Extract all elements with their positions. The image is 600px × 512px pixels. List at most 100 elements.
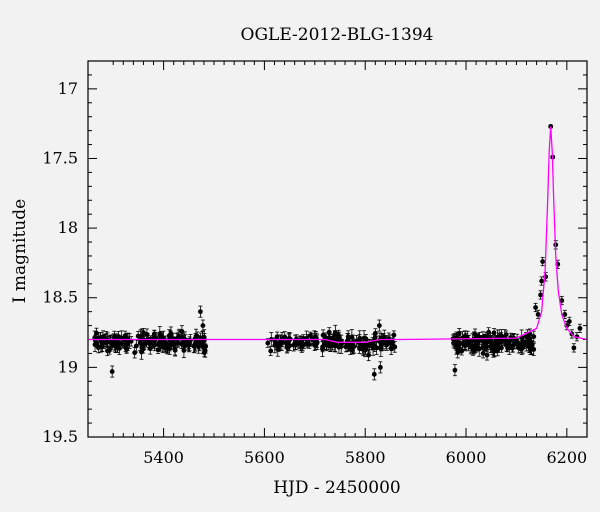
data-point	[472, 328, 478, 340]
data-point	[492, 342, 497, 358]
data-marker	[142, 337, 148, 343]
data-marker	[453, 345, 459, 351]
y-axis-label: I magnitude	[10, 199, 30, 303]
data-marker	[350, 347, 355, 353]
data-point	[176, 328, 182, 345]
data-marker	[365, 343, 370, 348]
data-marker	[345, 341, 351, 347]
data-point	[373, 328, 378, 339]
data-marker	[314, 340, 320, 346]
data-marker	[377, 364, 383, 370]
data-point	[562, 309, 568, 320]
y-tick-label: 19.5	[42, 427, 78, 446]
data-marker	[306, 341, 312, 347]
data-marker	[332, 342, 338, 347]
data-marker	[566, 319, 572, 324]
y-tick-label: 17.5	[42, 148, 78, 167]
model-curve	[88, 126, 588, 343]
data-point	[577, 323, 583, 333]
data-marker	[265, 340, 271, 346]
data-marker	[559, 298, 565, 303]
data-marker	[456, 340, 462, 346]
data-marker	[322, 334, 328, 340]
data-point	[538, 290, 544, 300]
axis-ticks	[88, 60, 587, 438]
data-point	[202, 343, 208, 358]
data-marker	[366, 352, 372, 358]
data-marker	[195, 340, 201, 345]
data-marker	[472, 331, 478, 337]
data-point	[510, 333, 516, 348]
x-tick-label: 6200	[546, 448, 587, 467]
data-point	[336, 340, 342, 354]
data-point	[516, 338, 521, 348]
data-marker	[111, 342, 117, 347]
data-marker	[275, 344, 281, 349]
data-marker	[456, 330, 462, 336]
data-marker	[172, 347, 178, 353]
data-point	[371, 368, 377, 381]
data-marker	[462, 333, 468, 339]
data-point	[283, 337, 288, 349]
data-marker	[152, 331, 157, 337]
data-marker	[92, 342, 98, 347]
data-marker	[146, 340, 152, 346]
x-axis-label: HJD - 2450000	[273, 478, 401, 498]
data-marker	[298, 340, 303, 346]
x-tick-label: 5800	[345, 448, 386, 467]
data-point	[332, 336, 338, 353]
data-point	[484, 349, 490, 361]
x-tick-label: 6000	[446, 448, 487, 467]
data-point	[377, 361, 383, 374]
data-point	[320, 341, 325, 358]
data-point	[345, 336, 351, 352]
data-marker	[480, 350, 486, 356]
data-marker	[539, 278, 545, 284]
data-marker	[533, 305, 538, 310]
data-marker	[577, 325, 583, 331]
data-marker	[350, 343, 356, 349]
x-tick-label: 5400	[143, 448, 184, 467]
data-marker	[179, 329, 185, 334]
data-marker	[181, 348, 187, 353]
y-tick-label: 19	[58, 357, 78, 376]
data-marker	[531, 334, 537, 339]
data-point	[172, 345, 178, 356]
data-point	[125, 335, 131, 352]
data-point	[132, 346, 138, 359]
data-marker	[503, 342, 509, 348]
data-marker	[162, 342, 168, 348]
data-marker	[111, 334, 117, 340]
data-point	[181, 342, 187, 359]
data-marker	[132, 350, 138, 356]
data-marker	[391, 332, 397, 338]
data-point	[179, 325, 185, 338]
data-marker	[484, 344, 489, 350]
data-point	[466, 334, 472, 347]
data-marker	[486, 329, 492, 335]
data-marker	[268, 348, 274, 354]
x-tick-label: 5600	[244, 448, 285, 467]
data-marker	[139, 349, 144, 355]
data-point	[531, 330, 537, 343]
data-marker	[125, 341, 131, 346]
data-marker	[320, 346, 325, 352]
data-point	[366, 349, 372, 362]
data-point	[120, 340, 125, 349]
data-point	[139, 344, 144, 360]
tick-labels: 5400 5600 5800 6000 6200 17 17.5 18 18.5 19 19.5	[42, 79, 587, 467]
data-marker	[492, 347, 497, 352]
data-point	[198, 305, 203, 318]
data-marker	[510, 338, 516, 343]
data-point	[146, 338, 152, 349]
data-marker	[529, 342, 535, 348]
data-point	[566, 316, 572, 326]
data-marker	[466, 338, 472, 344]
data-marker	[520, 345, 526, 351]
data-marker	[200, 323, 206, 328]
data-point	[540, 256, 546, 267]
data-marker	[171, 341, 177, 346]
data-marker	[94, 330, 99, 336]
data-point	[506, 341, 512, 355]
